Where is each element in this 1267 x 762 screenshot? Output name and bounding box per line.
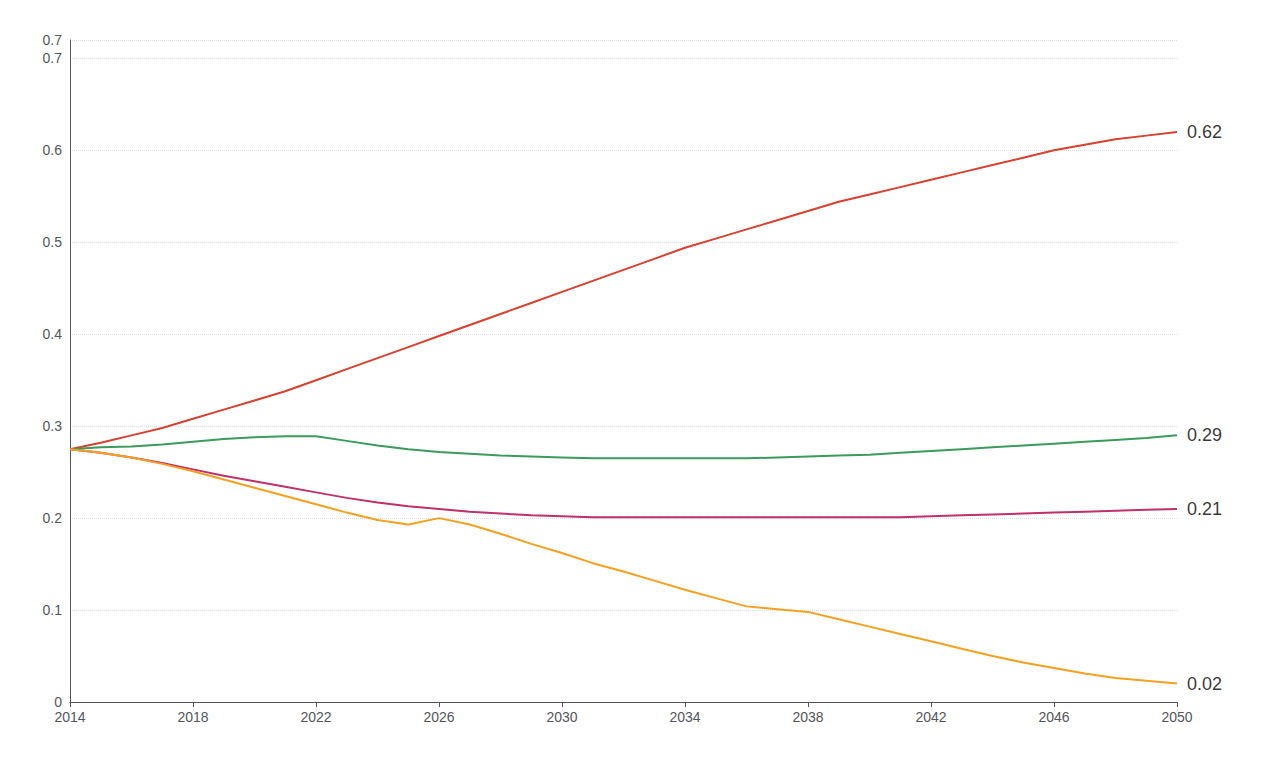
svg-text:0.7: 0.7	[43, 32, 63, 48]
svg-text:0.21: 0.21	[1187, 499, 1222, 519]
svg-text:2050: 2050	[1161, 709, 1192, 725]
svg-text:0.3: 0.3	[43, 418, 63, 434]
svg-text:2014: 2014	[54, 709, 85, 725]
svg-text:0: 0	[54, 694, 62, 710]
svg-text:2018: 2018	[177, 709, 208, 725]
svg-text:0.02: 0.02	[1187, 674, 1222, 694]
svg-text:0.2: 0.2	[43, 510, 63, 526]
svg-text:2046: 2046	[1038, 709, 1069, 725]
svg-text:2034: 2034	[669, 709, 700, 725]
svg-text:0.6: 0.6	[43, 142, 63, 158]
svg-text:2042: 2042	[915, 709, 946, 725]
svg-text:2030: 2030	[546, 709, 577, 725]
svg-text:0.1: 0.1	[43, 602, 63, 618]
svg-text:0.5: 0.5	[43, 234, 63, 250]
svg-text:0.62: 0.62	[1187, 122, 1222, 142]
svg-text:2022: 2022	[300, 709, 331, 725]
svg-text:2038: 2038	[792, 709, 823, 725]
svg-text:0.7: 0.7	[43, 50, 63, 66]
svg-text:0.29: 0.29	[1187, 425, 1222, 445]
svg-text:2026: 2026	[423, 709, 454, 725]
svg-text:0.4: 0.4	[43, 326, 63, 342]
